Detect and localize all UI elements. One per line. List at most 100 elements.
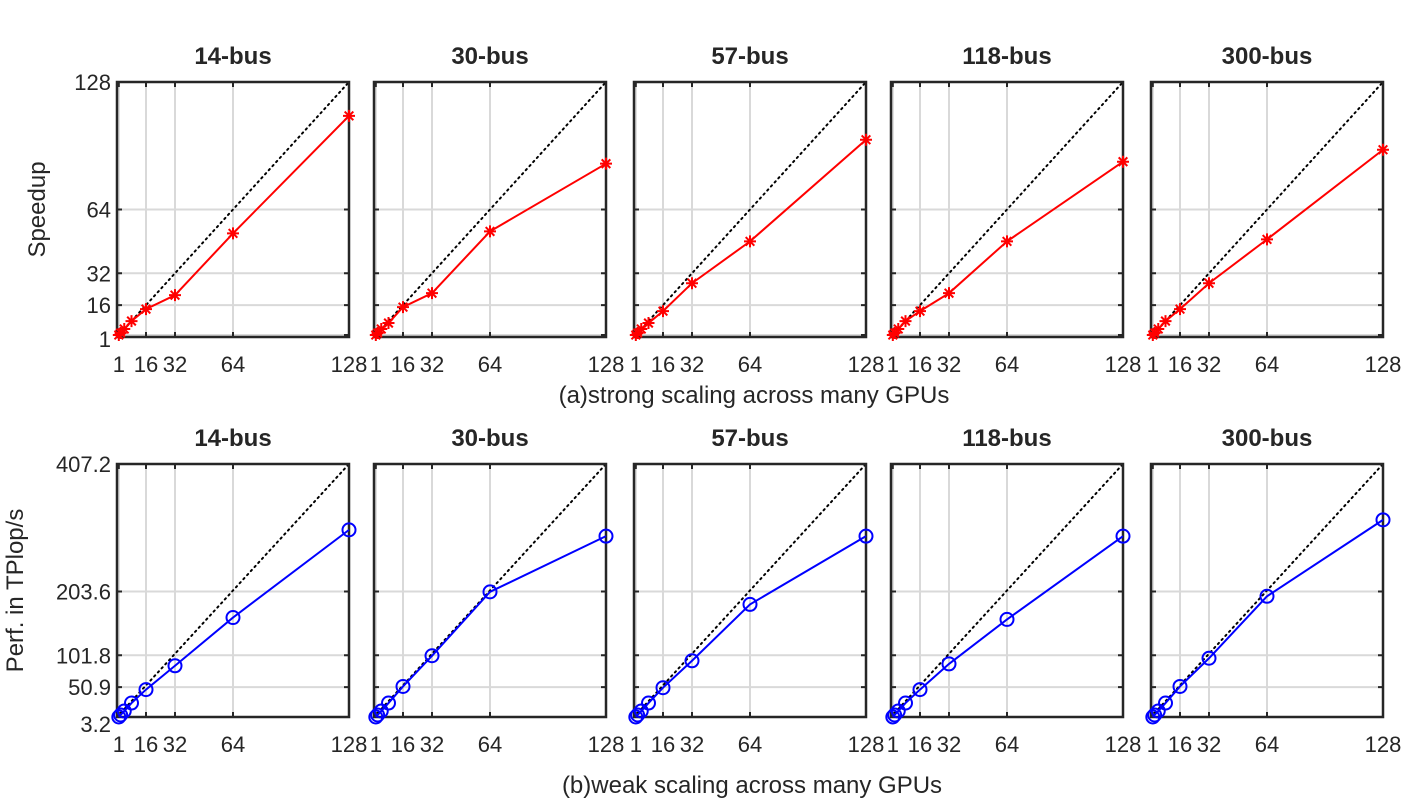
y-tick-label: 64 — [87, 198, 111, 223]
x-tick-label: 16 — [134, 352, 158, 377]
y-axis-label: Perf. in TPlop/s — [2, 509, 29, 673]
data-point — [941, 656, 957, 672]
panel-title: 118-bus — [962, 425, 1051, 452]
x-tick-label: 64 — [221, 732, 245, 757]
data-point — [341, 522, 357, 538]
ideal-scaling-line — [1150, 81, 1384, 338]
x-tick-label: 64 — [995, 352, 1019, 377]
data-point — [630, 707, 646, 723]
data-point — [1259, 588, 1275, 604]
data-point — [860, 133, 872, 146]
data-point — [742, 596, 758, 612]
ideal-scaling-line — [890, 81, 1124, 338]
data-point — [914, 305, 926, 318]
data-point — [397, 301, 409, 314]
x-tick-label: 16 — [391, 352, 415, 377]
ideal-scaling-line — [116, 81, 350, 338]
x-tick-label: 64 — [478, 732, 502, 757]
data-point — [1158, 695, 1173, 711]
y-tick-label: 101.8 — [56, 643, 111, 668]
x-tick-label: 32 — [420, 352, 444, 377]
panel-b-4: 1 16 32 64 128 118-bus — [885, 425, 1141, 757]
y-tick-label: 16 — [87, 293, 111, 318]
x-tick-label: 1 — [113, 352, 125, 377]
x-tick-label: 64 — [1255, 732, 1279, 757]
row-a-caption: (a)strong scaling across many GPUs — [559, 382, 950, 409]
data-point — [1152, 323, 1165, 336]
x-tick-label: 64 — [221, 352, 245, 377]
data-point — [1115, 528, 1131, 544]
x-tick-label: 128 — [588, 732, 625, 757]
x-tick-label: 16 — [651, 352, 675, 377]
data-point — [912, 682, 928, 698]
data-point — [167, 658, 183, 674]
panel-b-2: 1 16 32 64 128 30-bus — [368, 425, 625, 757]
data-point — [125, 315, 138, 328]
y-tick-label: 203.6 — [56, 580, 111, 605]
data-point — [1147, 707, 1163, 723]
x-tick-label: 16 — [908, 352, 932, 377]
panel-a-3: 1 16 32 64 128 57-bus — [630, 43, 885, 377]
x-tick-label: 1 — [113, 732, 125, 757]
x-tick-label: 16 — [651, 732, 675, 757]
data-point — [484, 225, 496, 238]
x-tick-label: 32 — [1197, 352, 1221, 377]
data-point — [1375, 512, 1391, 528]
x-tick-label: 128 — [588, 352, 625, 377]
panel-a-2: 1 16 32 64 128 30-bus — [370, 43, 625, 377]
series-line — [118, 529, 350, 718]
series-line — [635, 535, 867, 718]
panel-title: 30-bus — [451, 425, 528, 452]
data-point — [225, 610, 241, 626]
data-point — [1159, 315, 1172, 328]
data-point — [113, 707, 129, 723]
x-tick-label: 128 — [1365, 732, 1402, 757]
data-point — [686, 277, 698, 290]
y-tick-label: 50.9 — [68, 675, 111, 700]
x-tick-label: 128 — [331, 732, 368, 757]
data-point — [118, 323, 131, 336]
ideal-scaling-line — [116, 463, 350, 718]
x-tick-label: 32 — [680, 352, 704, 377]
x-tick-label: 16 — [391, 732, 415, 757]
data-point — [684, 653, 700, 669]
data-point — [1261, 233, 1273, 246]
x-tick-label: 16 — [1168, 732, 1192, 757]
data-point — [1203, 277, 1215, 290]
x-tick-label: 64 — [738, 352, 762, 377]
data-point — [655, 680, 671, 696]
panel-b-1: 1 16 32 64 128 3.2 50.9 101.8 203.6 407.2 Perf. in… — [2, 425, 367, 757]
panel-title: 14-bus — [194, 43, 271, 70]
y-tick-label: 3.2 — [80, 712, 111, 737]
x-tick-label: 32 — [163, 732, 187, 757]
panel-b-3: 1 16 32 64 128 57-bus — [628, 425, 885, 757]
data-point — [370, 707, 386, 723]
data-point — [858, 528, 874, 544]
ideal-scaling-line — [373, 81, 607, 338]
y-tick-label: 128 — [74, 70, 111, 95]
data-point — [395, 678, 411, 694]
ideal-scaling-line — [633, 463, 867, 718]
x-tick-label: 1 — [887, 352, 899, 377]
x-tick-label: 128 — [848, 732, 885, 757]
y-tick-label: 407.2 — [56, 452, 111, 477]
x-tick-label: 32 — [937, 732, 961, 757]
data-point — [887, 707, 903, 723]
data-point — [382, 317, 395, 330]
data-point — [898, 695, 913, 711]
panel-b-5: 1 16 32 64 128 300-bus — [1145, 425, 1402, 757]
data-point — [138, 682, 154, 698]
data-point — [899, 315, 912, 328]
data-point — [381, 695, 396, 711]
y-axis-label: Speedup — [24, 161, 51, 257]
x-tick-label: 32 — [680, 732, 704, 757]
panel-title: 300-bus — [1222, 425, 1313, 452]
data-point — [140, 303, 152, 316]
data-point — [343, 109, 355, 122]
x-tick-label: 1 — [370, 352, 382, 377]
x-tick-label: 16 — [908, 732, 932, 757]
panel-a-5: 1 16 32 64 128 300-bus — [1147, 43, 1402, 377]
data-point — [1117, 155, 1129, 168]
data-point — [1001, 235, 1013, 248]
